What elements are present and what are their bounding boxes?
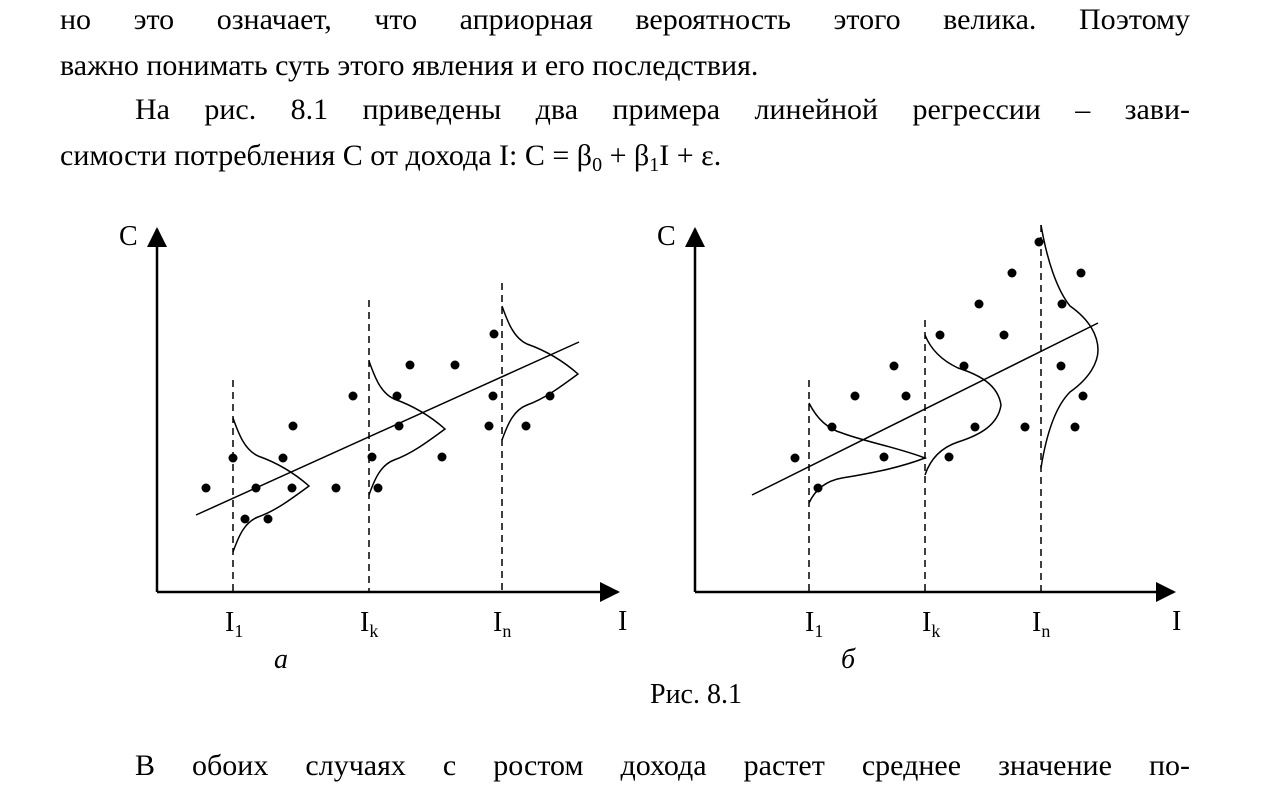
formula-subscript-1: 1 — [649, 154, 660, 176]
panel-b-x-label: I — [1172, 606, 1181, 637]
panel-b-density-curve-2 — [924, 334, 1002, 476]
data-point — [489, 329, 499, 339]
data-point — [1056, 361, 1066, 371]
data-point — [394, 421, 404, 431]
data-point — [959, 361, 969, 371]
paragraph-line-1: но это означает, что априорная вероятнос… — [60, 3, 1190, 36]
data-point — [1076, 268, 1086, 278]
panel-b-tick-ik: Ik — [922, 607, 940, 641]
panel-a-scatter-points — [201, 329, 555, 524]
data-point — [201, 483, 211, 493]
data-point — [367, 452, 377, 462]
data-point — [813, 483, 823, 493]
panel-a-tick-ik: Ik — [360, 607, 378, 641]
formula-subscript-0: 0 — [592, 154, 603, 176]
panel-b-label: б — [841, 644, 856, 675]
data-point — [287, 483, 297, 493]
panel-a-tick-in: In — [493, 607, 511, 641]
data-point — [850, 391, 860, 401]
data-point — [437, 452, 447, 462]
panel-b-tick-in: In — [1032, 607, 1050, 641]
paragraph-line-3: На рис. 8.1 приведены два примера линейн… — [135, 93, 1190, 126]
data-point — [999, 330, 1009, 340]
paragraph-line-2: важно понимать суть этого явления и его … — [60, 49, 759, 82]
data-point — [405, 360, 415, 370]
data-point — [263, 514, 273, 524]
panel-a: C I — [119, 221, 627, 675]
panel-a-tick-i1: I1 — [225, 607, 243, 641]
data-point — [521, 421, 531, 431]
panel-a-y-label: C — [119, 221, 138, 252]
data-point — [889, 361, 899, 371]
data-point — [1070, 422, 1080, 432]
data-point — [879, 452, 889, 462]
data-point — [1057, 299, 1067, 309]
data-point — [944, 452, 954, 462]
panel-b: C I — [657, 221, 1181, 675]
data-point — [278, 453, 288, 463]
data-point — [392, 391, 402, 401]
data-point — [251, 483, 261, 493]
data-point — [331, 483, 341, 493]
paragraph-line-4: симости потребления C от дохода I: C = β… — [60, 138, 1190, 183]
formula-prefix: симости потребления C от дохода I: C = β — [60, 139, 593, 172]
data-point — [970, 422, 980, 432]
data-point — [373, 483, 383, 493]
formula-suffix: I + ε. — [659, 139, 722, 172]
data-point — [240, 514, 250, 524]
data-point — [1020, 422, 1030, 432]
panel-a-label: а — [274, 644, 288, 675]
figure-caption: Рис. 8.1 — [650, 679, 742, 710]
data-point — [935, 330, 945, 340]
data-point — [288, 421, 298, 431]
data-point — [1034, 237, 1044, 247]
data-point — [450, 360, 460, 370]
panel-a-density-curve-1 — [232, 417, 311, 553]
data-point — [1007, 268, 1017, 278]
formula-mid: + β — [602, 139, 650, 172]
paragraph-line-5: В обоих случаях с ростом дохода растет с… — [135, 749, 1190, 782]
data-point — [974, 299, 984, 309]
data-point — [901, 391, 911, 401]
panel-b-tick-i1: I1 — [805, 607, 823, 641]
data-point — [1078, 391, 1088, 401]
panel-a-density-curve-2 — [368, 360, 447, 496]
data-point — [348, 391, 358, 401]
panel-b-scatter-points — [790, 237, 1088, 493]
panel-b-y-label: C — [657, 221, 676, 252]
panel-a-x-label: I — [618, 606, 627, 637]
data-point — [827, 422, 837, 432]
data-point — [488, 391, 498, 401]
data-point — [790, 453, 800, 463]
data-point — [484, 421, 494, 431]
data-point — [228, 453, 238, 463]
data-point — [545, 391, 555, 401]
panel-a-density-curve-3 — [501, 305, 580, 441]
panel-b-density-curve-3 — [1040, 224, 1099, 469]
